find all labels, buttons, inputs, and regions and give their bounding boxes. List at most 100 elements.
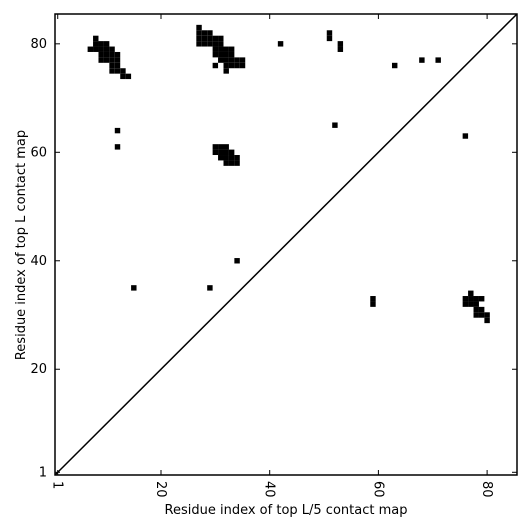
contact-cell [218,155,224,161]
contact-cell [196,24,202,31]
contact-cell [484,317,490,324]
contact-cell [478,296,485,302]
contact-cell [478,312,485,318]
contact-cell [207,41,213,47]
contact-cell [228,57,235,63]
contact-cell [277,41,284,47]
contact-cell [473,306,479,313]
contact-cell [326,35,333,42]
contact-cell [234,258,240,264]
contact-cell [114,127,121,134]
contact-cell [103,41,110,47]
contact-cell [103,57,110,63]
contact-cell [473,301,479,307]
contact-cell [109,68,115,74]
contact-cell [93,46,99,52]
contact-cell [223,46,229,52]
contact-cell [239,57,246,63]
contact-cell [337,41,344,47]
y-tick-label: 40 [30,254,47,269]
contact-cell [114,57,121,63]
contact-cell [332,122,338,128]
contact-cell [223,68,229,74]
contact-cell [201,30,208,36]
diagonal [54,13,518,476]
contact-cell [196,30,202,36]
contact-cell [196,35,202,42]
contact-cell [109,57,115,63]
contact-cell [370,301,376,307]
contact-cell [98,46,104,52]
x-tick-label: 40 [262,481,277,498]
y-tick-label: 60 [30,145,47,160]
contact-cell [114,68,121,74]
contact-cell [473,296,479,302]
contact-cell [114,51,121,58]
contact-cell [223,57,229,63]
contact-cell [131,285,137,291]
x-tick-label: 80 [479,481,494,498]
contact-cell [484,312,490,318]
contact-cell [337,46,344,52]
contact-cell [87,46,94,52]
contact-cell [228,46,235,52]
contact-cell [478,306,485,313]
contact-cell [435,57,441,63]
y-axis-label: Residue index of top L contact map [14,130,29,360]
contact-cell [120,73,126,80]
contact-cell [468,296,474,302]
contact-cell [109,51,115,58]
y-tick-label: 1 [39,465,47,480]
contact-cell [473,312,479,318]
contact-cell [218,35,224,42]
x-tick-label: 60 [370,481,385,498]
contact-cell [201,41,208,47]
contact-cell [218,41,224,47]
contact-cell [228,149,235,156]
contact-cell [212,46,219,52]
contact-cell [228,160,235,166]
contact-cell [223,144,229,150]
contact-cell [98,41,104,47]
contact-cell [103,46,110,52]
contact-cell [234,62,240,69]
contact-cell [212,62,219,69]
contact-cell [370,296,376,302]
contact-cell [212,41,219,47]
contact-cell [212,144,219,150]
contact-cell [201,35,208,42]
contact-cell [196,41,202,47]
contact-cell [234,155,240,161]
plot-frame [54,13,518,476]
x-axis-label: Residue index of top L/5 contact map [165,503,408,518]
contact-cell [462,301,469,307]
contact-cell [93,41,99,47]
contact-cell [120,68,126,74]
x-tick-label: 1 [50,481,65,489]
contact-cell [223,149,229,156]
contact-cell [223,62,229,69]
contact-cell [228,51,235,58]
contact-cell [468,301,474,307]
contact-cell [326,30,333,36]
contact-cell [109,62,115,69]
contact-cell [109,46,115,52]
contact-cell [228,62,235,69]
contact-cell [391,62,398,69]
contact-cell [207,35,213,42]
contact-cell [223,155,229,161]
contact-cell [212,149,219,156]
contact-cell [207,285,213,291]
contact-cell [218,46,224,52]
y-tick-label: 80 [30,37,47,52]
contact-cell [419,57,425,63]
contact-cell [218,144,224,150]
contact-cell [239,62,246,69]
contact-cell [125,73,132,80]
contact-cell [228,155,235,161]
contact-cell [207,30,213,36]
contact-cell [223,160,229,166]
contact-cell [234,160,240,166]
contact-cell [462,296,469,302]
